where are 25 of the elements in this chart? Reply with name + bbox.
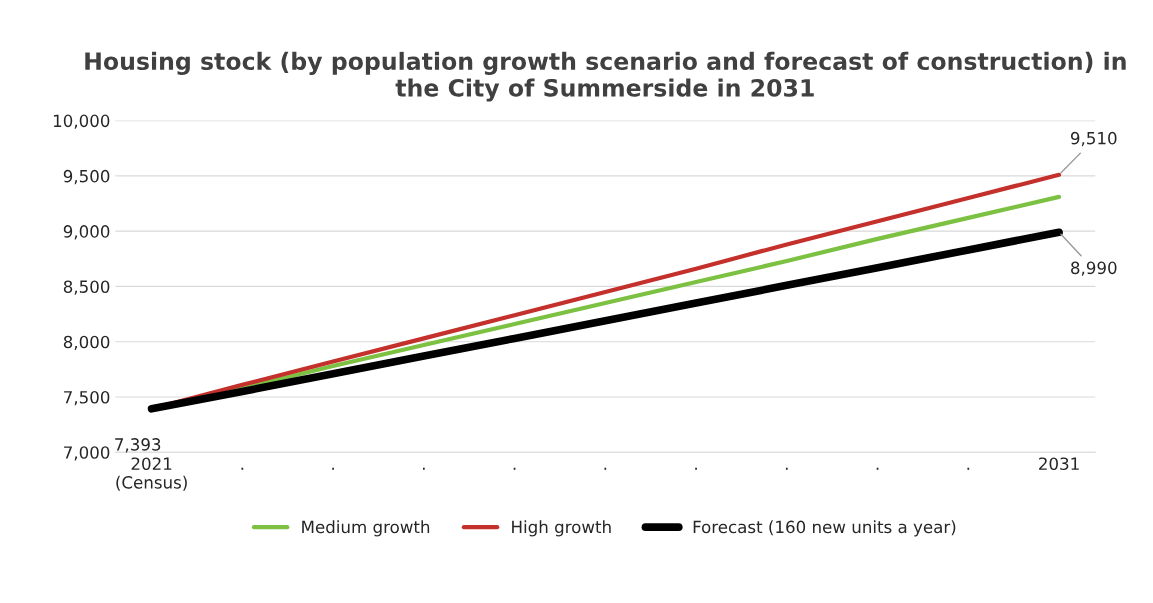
x-tick-label: . xyxy=(422,467,425,470)
x-tick-label: . xyxy=(513,467,516,470)
legend-label: Medium growth xyxy=(302,520,430,537)
y-tick-label: 10,000 xyxy=(53,114,110,129)
x-tick-label: . xyxy=(695,467,697,470)
y-tick-label: 7,500 xyxy=(64,390,110,406)
legend-label: Forecast (160 new units a year) xyxy=(693,520,956,537)
x-tick-label: . xyxy=(967,467,970,470)
legend-label: High growth xyxy=(512,520,611,537)
chart-title: Housing stock (by population growth scenario and forecast of construction) in the City of Summerside in 2031 xyxy=(85,51,1126,102)
y-tick-label: 7,000 xyxy=(64,446,110,461)
y-tick-label: 8,500 xyxy=(63,280,110,295)
x-tick-label: . xyxy=(332,467,334,470)
x-tick-label: 2031 xyxy=(1039,457,1079,471)
data-label: 7,393 xyxy=(115,438,161,453)
x-tick-label: 2021 (Census) xyxy=(116,457,187,491)
data-label: 8,990 xyxy=(1071,261,1117,276)
x-tick-label: . xyxy=(785,467,788,470)
y-tick-label: 9,500 xyxy=(63,169,110,185)
y-tick-label: 9,000 xyxy=(63,225,110,240)
x-tick-label: . xyxy=(876,467,879,470)
y-tick-label: 8,000 xyxy=(63,335,110,350)
data-label: 9,510 xyxy=(1070,131,1117,147)
x-tick-label: . xyxy=(604,467,607,470)
x-tick-label: . xyxy=(241,467,244,470)
